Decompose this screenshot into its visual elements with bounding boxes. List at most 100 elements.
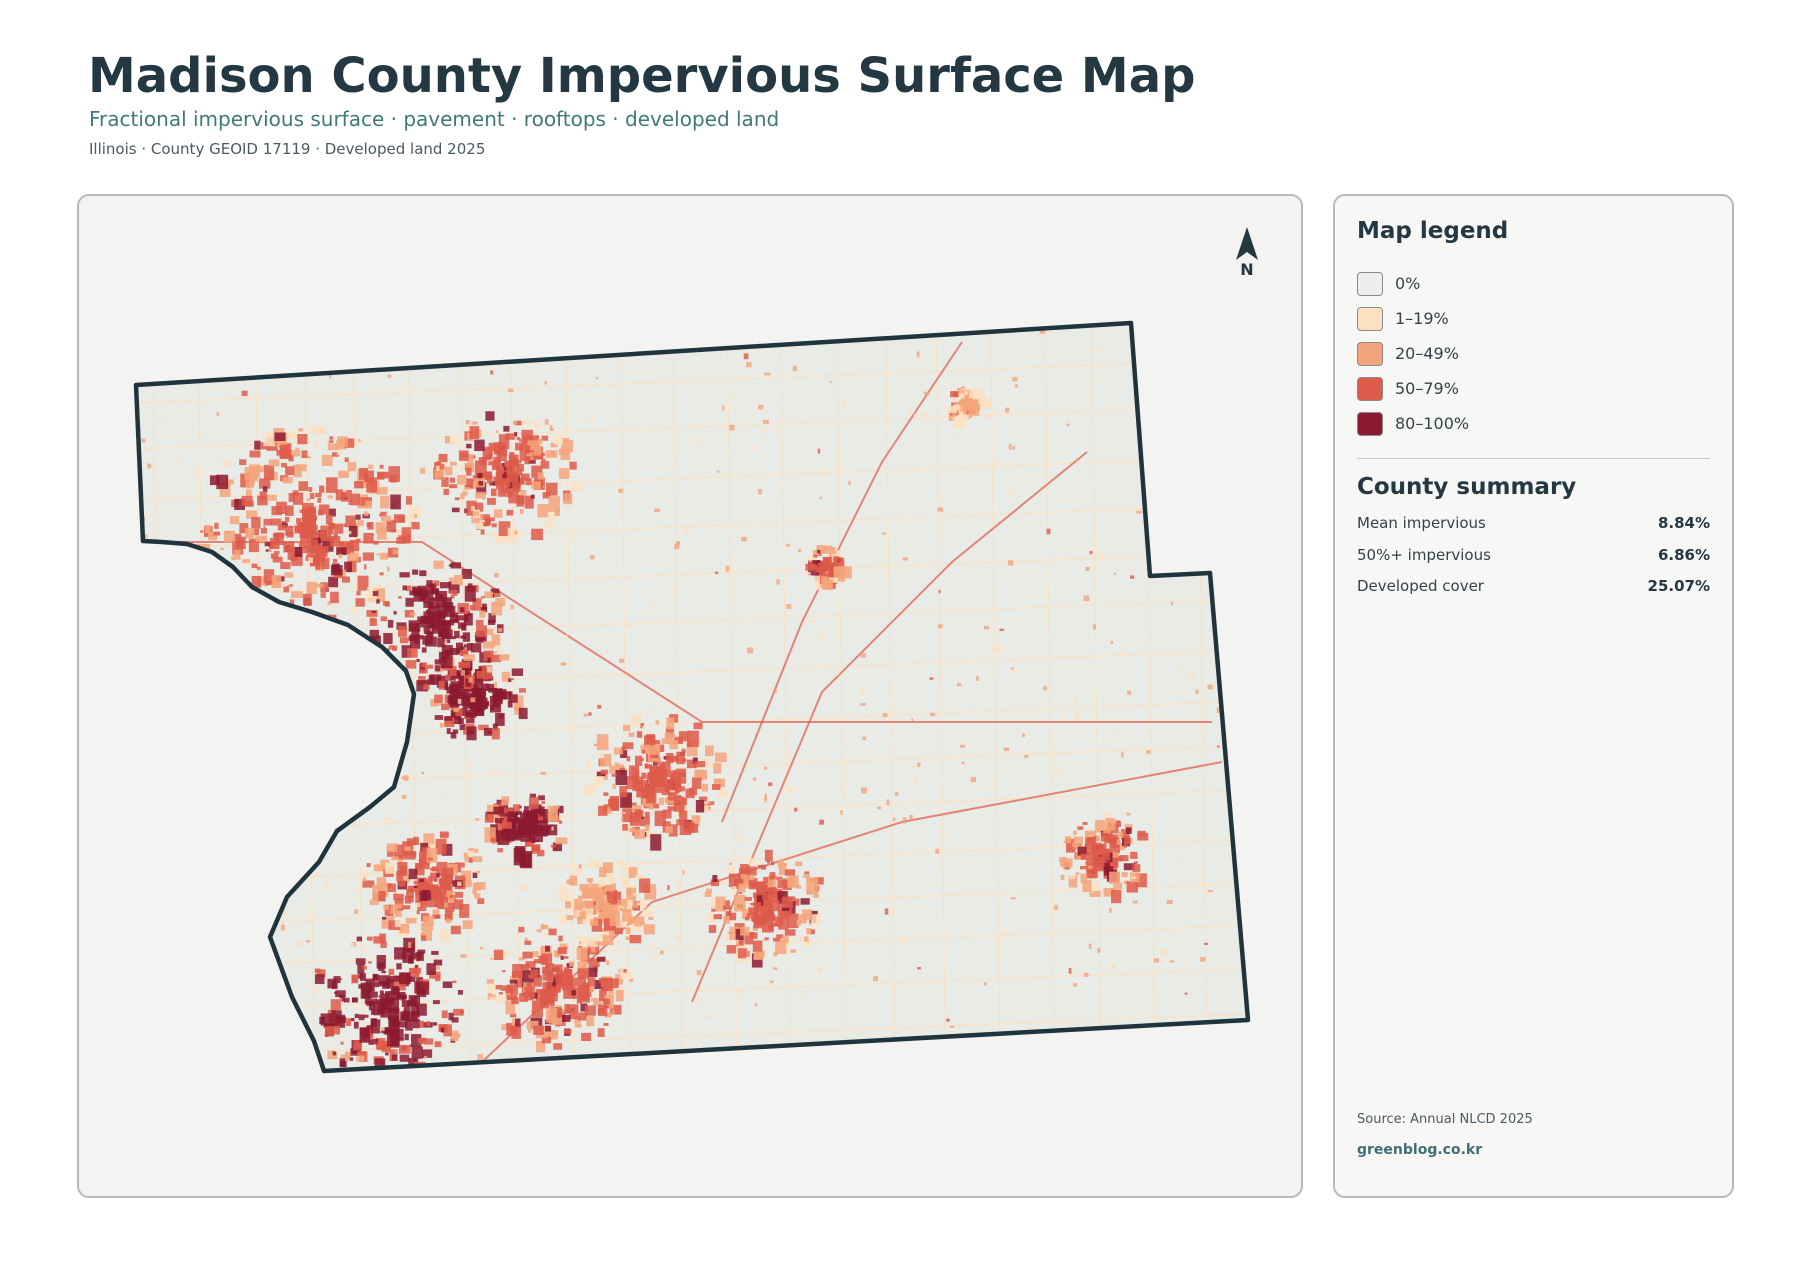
developed-patch xyxy=(823,546,836,554)
developed-patch xyxy=(531,481,541,490)
developed-patch xyxy=(1203,323,1206,330)
developed-patch xyxy=(596,933,603,940)
developed-patch xyxy=(488,814,500,823)
developed-patch xyxy=(584,785,596,795)
developed-patch xyxy=(388,1018,400,1033)
developed-patch xyxy=(436,861,448,877)
developed-patch xyxy=(422,1049,433,1058)
developed-patch xyxy=(416,1003,427,1016)
developed-patch xyxy=(1235,580,1239,583)
developed-patch xyxy=(521,429,534,447)
developed-patch xyxy=(444,716,453,721)
developed-patch xyxy=(588,860,601,868)
road xyxy=(1254,302,1264,1082)
developed-patch xyxy=(806,571,811,577)
developed-patch xyxy=(307,456,311,459)
developed-patch xyxy=(462,632,471,642)
developed-patch xyxy=(1077,726,1082,729)
developed-patch xyxy=(375,1073,380,1076)
developed-patch xyxy=(501,442,506,448)
developed-patch xyxy=(175,460,179,467)
developed-patch xyxy=(602,998,611,1005)
developed-patch xyxy=(996,460,1000,465)
developed-patch xyxy=(731,886,737,891)
developed-patch xyxy=(406,888,414,898)
developed-patch xyxy=(1097,948,1101,953)
developed-patch xyxy=(343,492,348,499)
developed-patch xyxy=(577,1069,581,1071)
developed-patch xyxy=(450,435,459,446)
developed-patch xyxy=(558,890,570,902)
developed-patch xyxy=(491,728,500,740)
developed-patch xyxy=(464,486,470,491)
developed-patch xyxy=(813,894,820,898)
developed-patch xyxy=(717,789,728,798)
developed-patch xyxy=(411,630,420,639)
developed-patch xyxy=(444,687,449,691)
developed-patch xyxy=(514,420,522,426)
developed-patch xyxy=(344,438,355,448)
developed-patch xyxy=(631,802,637,807)
developed-patch xyxy=(320,592,326,598)
developed-patch xyxy=(373,1018,377,1022)
developed-patch xyxy=(839,566,852,579)
developed-patch xyxy=(461,568,472,579)
developed-patch xyxy=(376,772,383,775)
developed-patch xyxy=(416,951,424,961)
developed-patch xyxy=(490,654,502,663)
developed-patch xyxy=(953,742,957,746)
developed-patch xyxy=(401,645,412,658)
developed-patch xyxy=(968,408,980,416)
developed-patch xyxy=(591,997,597,1002)
developed-patch xyxy=(1080,866,1087,870)
developed-patch xyxy=(902,557,909,561)
developed-patch xyxy=(474,882,486,890)
developed-patch xyxy=(483,471,490,478)
developed-patch xyxy=(804,936,809,942)
developed-patch xyxy=(801,993,805,997)
developed-patch xyxy=(605,1012,612,1018)
developed-patch xyxy=(622,824,628,831)
developed-patch xyxy=(631,923,640,932)
developed-patch xyxy=(373,864,383,872)
developed-patch xyxy=(315,492,322,498)
developed-patch xyxy=(577,1012,588,1021)
developed-patch xyxy=(482,603,487,611)
developed-patch xyxy=(1073,966,1076,971)
developed-patch xyxy=(1010,897,1016,900)
legend-label: 0% xyxy=(1395,274,1421,293)
developed-patch xyxy=(388,968,395,976)
developed-patch xyxy=(270,518,282,526)
developed-patch xyxy=(574,898,582,911)
developed-patch xyxy=(514,978,523,988)
developed-patch xyxy=(509,452,515,459)
developed-patch xyxy=(426,963,436,975)
developed-patch xyxy=(764,937,769,941)
developed-patch xyxy=(437,637,446,648)
developed-patch xyxy=(309,492,315,500)
developed-patch xyxy=(466,851,475,861)
developed-patch xyxy=(654,772,666,787)
developed-patch xyxy=(600,769,609,775)
developed-patch xyxy=(743,883,749,889)
developed-patch xyxy=(594,892,606,903)
developed-patch xyxy=(726,945,738,954)
developed-patch xyxy=(518,926,525,933)
developed-patch xyxy=(602,934,614,946)
developed-patch xyxy=(438,357,442,361)
developed-patch xyxy=(369,629,380,640)
developed-patch xyxy=(723,900,730,906)
developed-patch xyxy=(681,797,688,805)
developed-patch xyxy=(460,708,467,716)
developed-patch xyxy=(1235,568,1241,573)
developed-patch xyxy=(551,1030,559,1037)
developed-patch xyxy=(553,950,562,957)
developed-patch xyxy=(397,862,408,876)
developed-patch xyxy=(1118,831,1123,838)
developed-patch xyxy=(444,910,453,921)
legend-swatch xyxy=(1357,306,1383,331)
developed-patch xyxy=(376,999,382,1004)
developed-patch xyxy=(743,429,747,434)
developed-patch xyxy=(328,576,339,588)
developed-patch xyxy=(837,557,842,563)
